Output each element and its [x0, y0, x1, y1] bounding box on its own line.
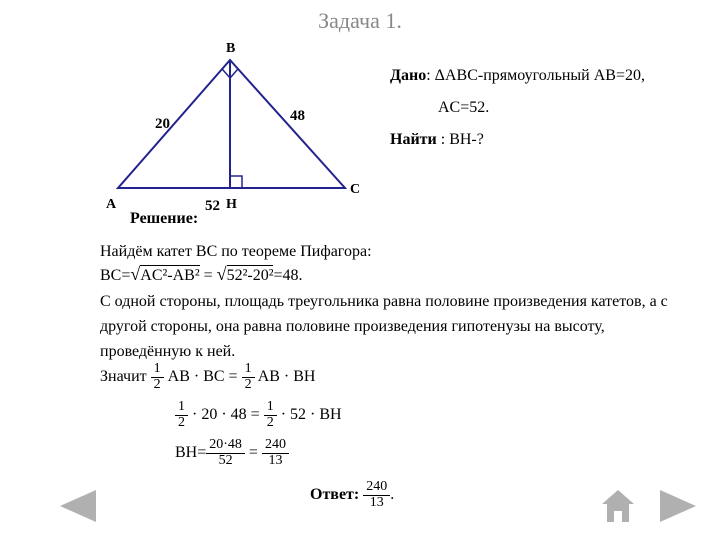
solution-label: Решение:	[130, 210, 198, 228]
bc-rad2: 52²-20²	[227, 265, 274, 284]
formula-bc: BC=√AC²-AB² = √52²-20²=48.	[100, 264, 303, 285]
given-block: Дано: ΔABC-прямоугольный AB=20, AC=52. Н…	[390, 60, 690, 156]
bh-n1: 20·48	[206, 438, 245, 454]
next-button[interactable]	[660, 490, 696, 522]
answer-n: 240	[363, 480, 390, 496]
svg-text:H: H	[226, 197, 237, 212]
answer-block: Ответ: 24013.	[310, 480, 394, 510]
given-line1: : ΔABC-прямоугольный AB=20,	[426, 67, 645, 84]
bc-rad1: AC²-AB²	[140, 265, 199, 284]
f2-a: · 20 · 48 =	[192, 406, 264, 423]
svg-text:A: A	[106, 197, 117, 212]
svg-text:48: 48	[290, 108, 305, 124]
svg-text:20: 20	[155, 116, 170, 132]
formula-numeric: 12 · 20 · 48 = 12 · 52 · BH	[175, 400, 342, 430]
bh-d2: 13	[262, 454, 289, 469]
svg-text:C: C	[350, 182, 360, 197]
formula-bh: BH=20·4852 = 24013	[175, 438, 289, 468]
svg-text:B: B	[226, 41, 235, 56]
given-label: Дано	[390, 67, 426, 84]
f1-post: AB · BH	[258, 368, 316, 385]
problem-title: Задача 1.	[0, 8, 720, 34]
solution-p2: С одной стороны, площадь треугольника ра…	[100, 290, 690, 364]
prev-button[interactable]	[60, 490, 96, 522]
answer-suffix: .	[390, 486, 394, 503]
bh-eq: =	[245, 444, 262, 461]
f1-pre: Значит	[100, 368, 151, 385]
bh-d1: 52	[206, 454, 245, 469]
find-value: : BH-?	[441, 131, 484, 148]
svg-text:52: 52	[205, 198, 220, 214]
f2-b: · 52 · BH	[281, 406, 342, 423]
bc-prefix: BC=	[100, 267, 130, 284]
bc-suffix: =48.	[273, 267, 302, 284]
answer-d: 13	[363, 496, 390, 511]
solution-p1: Найдём катет BC по теореме Пифагора:	[100, 240, 660, 265]
f1-mid: AB · BC =	[168, 368, 242, 385]
given-line2: AC=52.	[390, 92, 690, 124]
bh-n2: 240	[262, 438, 289, 454]
bh-pre: BH=	[175, 444, 206, 461]
formula-area-eq: Значит 12 AB · BC = 12 AB · BH	[100, 362, 315, 392]
bc-eq1: =	[200, 267, 217, 284]
answer-label: Ответ:	[310, 486, 363, 503]
find-label: Найти	[390, 131, 441, 148]
home-button[interactable]	[600, 490, 636, 524]
triangle-diagram: A B C H 20 48 52	[100, 38, 360, 228]
